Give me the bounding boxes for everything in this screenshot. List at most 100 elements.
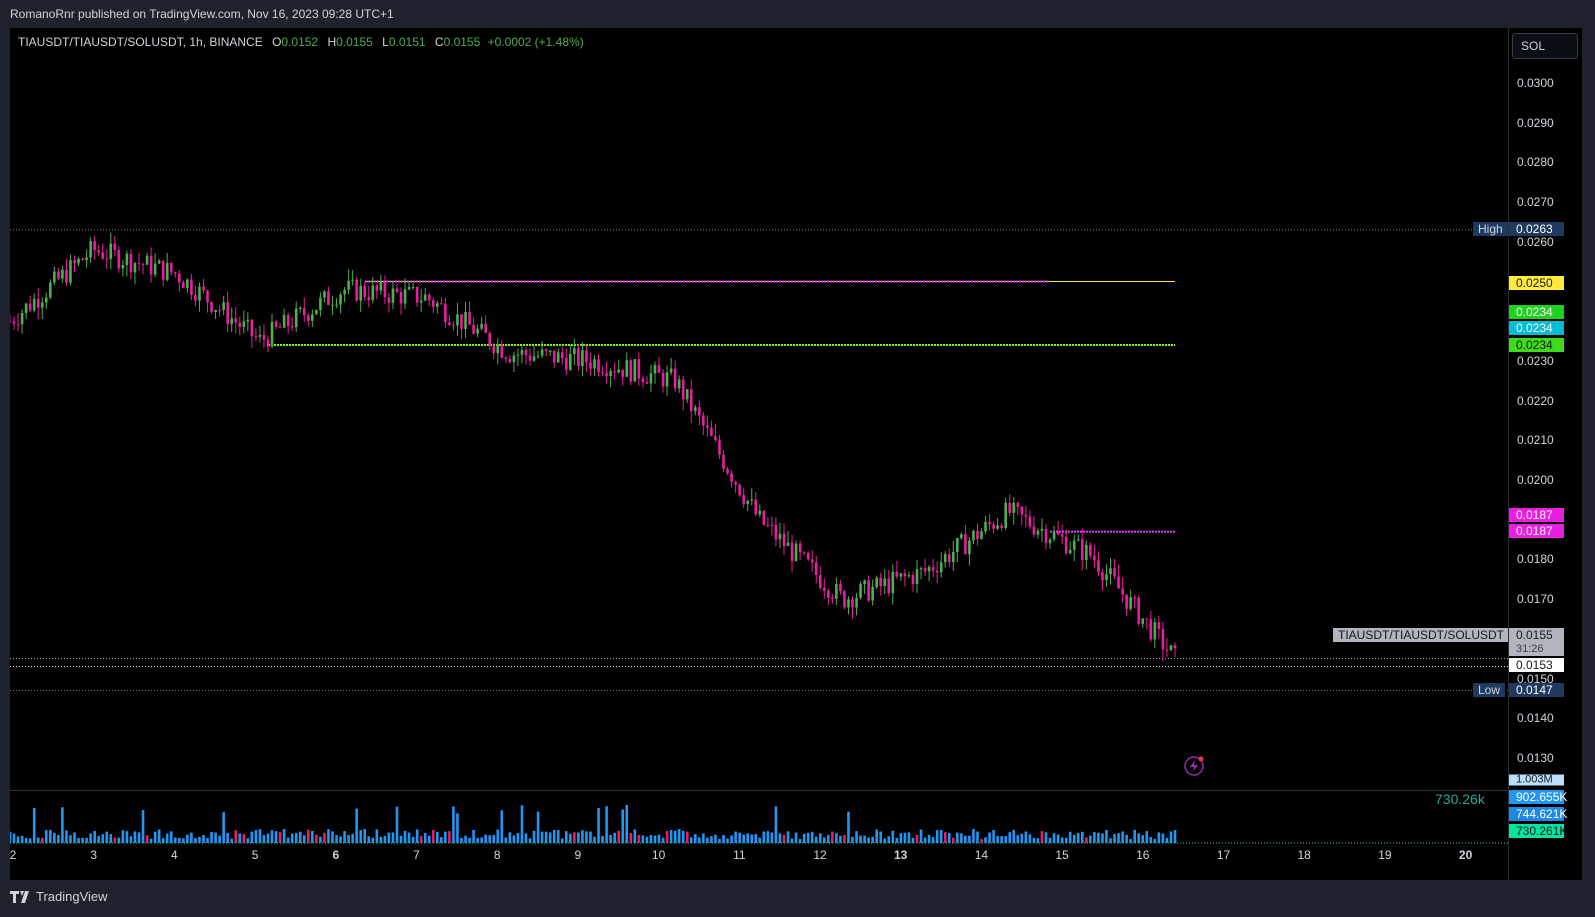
volume-bar [939, 829, 943, 843]
volume-bar [468, 837, 471, 843]
volume-bar [242, 834, 246, 843]
candle-body [738, 484, 741, 496]
volume-pane[interactable] [8, 790, 1508, 881]
candle-body [1008, 502, 1012, 513]
volume-canvas[interactable] [8, 791, 1508, 881]
volume-bar [710, 836, 713, 843]
volume-bar [375, 829, 379, 843]
candle-body [206, 290, 209, 303]
chart-frame[interactable]: TIAUSDT/TIAUSDT/SOLUSDT, 1h, BINANCE O0.… [8, 28, 1582, 881]
candle-body [1012, 502, 1016, 513]
price-tick: 0.0290 [1517, 115, 1554, 130]
volume-bar [254, 829, 258, 843]
volume-bar [302, 835, 306, 843]
candle-body [8, 321, 12, 323]
volume-bar [415, 829, 419, 843]
volume-bar [831, 831, 834, 843]
candle-body [734, 481, 737, 485]
volume-bar [1117, 833, 1120, 843]
candle-body [226, 302, 229, 325]
volume-bar [234, 830, 238, 843]
candle-body [32, 298, 36, 311]
volume-bar [520, 805, 524, 843]
volume-bar [927, 834, 931, 843]
volume-bar [661, 837, 665, 843]
candle-body [504, 357, 508, 360]
tradingview-footer[interactable]: TradingView [10, 889, 108, 904]
time-tick: 14 [974, 848, 989, 862]
candle-body [863, 580, 866, 585]
volume-bar [32, 807, 36, 843]
candle-body [984, 521, 987, 532]
volume-bar [637, 834, 641, 843]
volume-bar [1000, 836, 1003, 843]
volume-bar [339, 836, 342, 843]
candle-body [407, 287, 411, 290]
volume-bar [347, 834, 350, 843]
volume-bar [403, 830, 407, 843]
time-tick: 20 [1458, 848, 1473, 862]
candle-body [274, 321, 278, 327]
price-axis[interactable]: SOL 0.0300 0.0290 0.0280 0.0270 0.0260 0.0230… [1508, 28, 1582, 880]
volume-bar [258, 829, 262, 843]
candle-body [786, 542, 790, 547]
candle-body [782, 533, 786, 547]
volume-bar [294, 833, 298, 843]
price-chart-canvas[interactable] [8, 28, 1508, 790]
candle-body [145, 255, 149, 265]
legend-close-label: C [434, 35, 444, 49]
candle-body [875, 577, 878, 588]
volume-bar [585, 831, 588, 843]
volume-bar [968, 835, 971, 843]
candle-body [895, 571, 899, 577]
volume-bar [1169, 831, 1173, 843]
volume-bar [1113, 834, 1116, 843]
volume-bar [69, 835, 72, 843]
volume-bar [456, 813, 459, 843]
candle-body [165, 263, 169, 280]
legend-symbol: TIAUSDT/TIAUSDT/SOLUSDT, 1h, BINANCE [18, 35, 263, 49]
volume-bar [202, 834, 205, 843]
volume-bar [758, 837, 762, 843]
volume-bar [93, 830, 96, 843]
volume-bar [726, 838, 729, 843]
volume-bar [448, 831, 451, 843]
candle-body [234, 318, 238, 323]
price-tick: 0.0140 [1517, 711, 1554, 726]
cyan-level-label: 0.0234 [1509, 321, 1564, 335]
volume-bar [693, 834, 697, 843]
volume-bar [157, 829, 161, 843]
volume-bar [577, 832, 580, 843]
main-price-pane[interactable]: TIAUSDT/TIAUSDT/SOLUSDT, 1h, BINANCE O0.… [8, 28, 1510, 790]
volume-bar [1008, 832, 1012, 843]
candle-body [661, 372, 665, 387]
candle-body [427, 294, 431, 301]
candle-body [161, 260, 165, 280]
volume-bar [1145, 831, 1149, 843]
volume-bar [226, 832, 229, 843]
candle-body [12, 321, 16, 324]
candle-body [391, 288, 395, 303]
candle-body [1060, 534, 1064, 537]
volume-bar [919, 829, 923, 843]
volume-bar [818, 833, 822, 843]
volume-bar [774, 806, 778, 843]
candle-body [883, 578, 887, 586]
volume-bar [431, 830, 435, 843]
candle-body [560, 352, 564, 359]
candle-body [266, 339, 270, 347]
candle-body [327, 291, 330, 305]
volume-bar [621, 809, 625, 843]
legend-high-label: H [327, 35, 337, 49]
volume-bar [315, 834, 318, 843]
candle-body [806, 552, 810, 560]
lightning-alert-icon[interactable] [1183, 755, 1204, 776]
candle-body [714, 435, 717, 441]
price-tick: 0.0130 [1517, 750, 1554, 765]
candle-body [355, 279, 358, 301]
volume-bar [427, 835, 431, 843]
volume-bar [1137, 833, 1141, 843]
currency-select-button[interactable]: SOL [1512, 33, 1578, 59]
candle-body [774, 525, 778, 540]
volume-bar [802, 833, 806, 843]
